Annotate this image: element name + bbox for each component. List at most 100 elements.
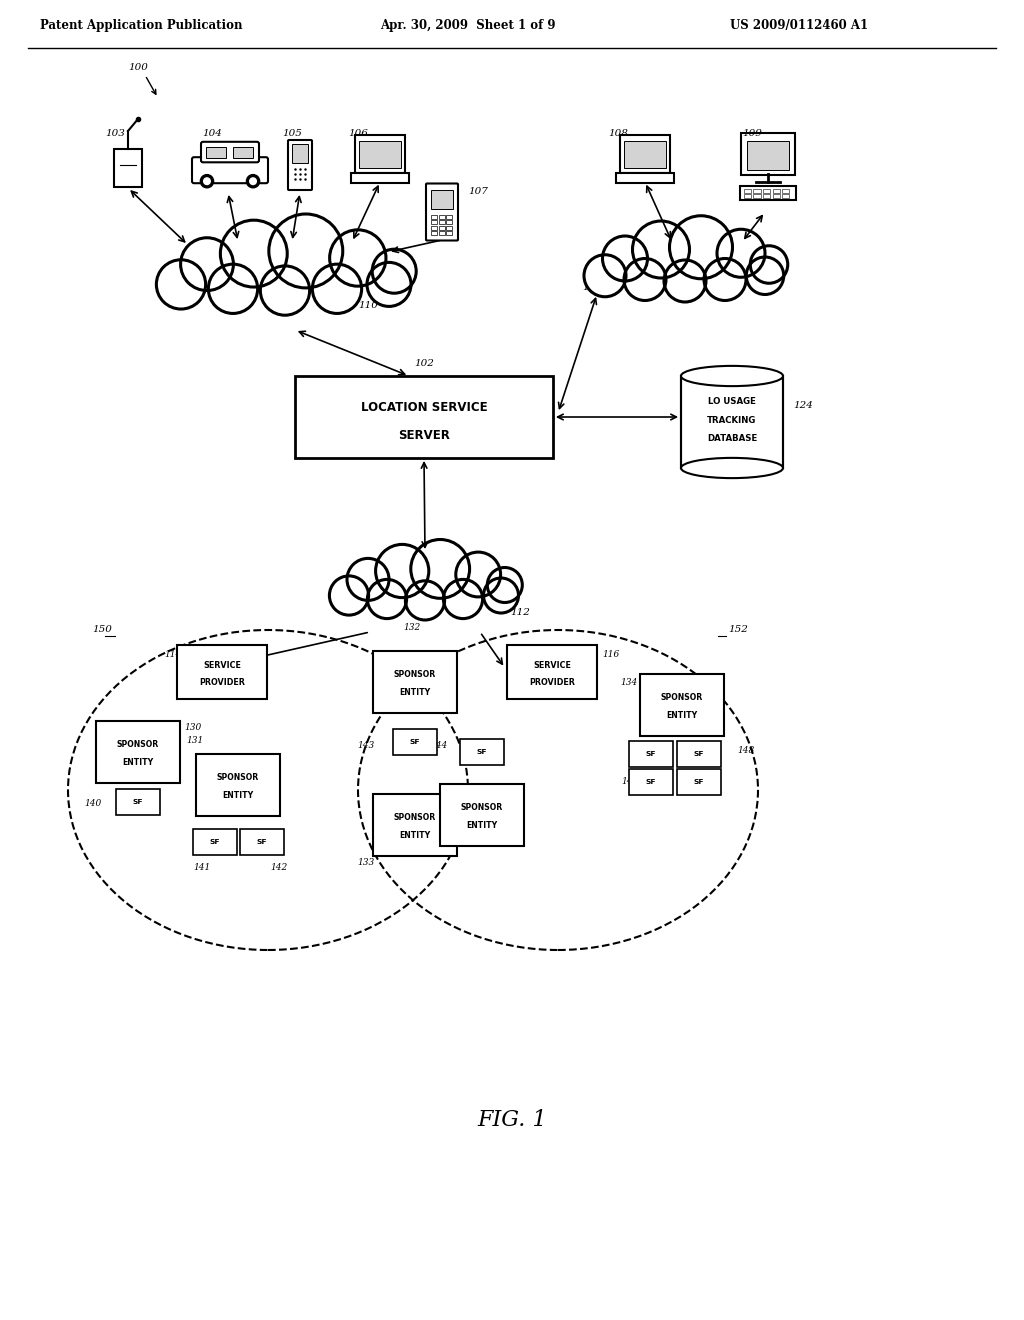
FancyBboxPatch shape: [431, 226, 437, 230]
FancyBboxPatch shape: [763, 189, 770, 193]
Text: SF: SF: [693, 779, 705, 785]
FancyBboxPatch shape: [507, 645, 597, 700]
FancyBboxPatch shape: [754, 189, 761, 193]
FancyBboxPatch shape: [292, 144, 308, 162]
Circle shape: [406, 581, 444, 620]
Text: SERVICE: SERVICE: [534, 661, 571, 671]
Text: 131: 131: [186, 737, 203, 744]
Text: SPONSOR: SPONSOR: [660, 693, 703, 702]
Text: 114: 114: [164, 649, 181, 659]
Circle shape: [330, 576, 369, 615]
FancyBboxPatch shape: [629, 741, 673, 767]
Text: Patent Application Publication: Patent Application Publication: [40, 18, 243, 32]
FancyBboxPatch shape: [351, 173, 409, 183]
Ellipse shape: [681, 458, 783, 478]
FancyBboxPatch shape: [426, 183, 458, 240]
Circle shape: [483, 578, 518, 612]
Text: US 2009/0112460 A1: US 2009/0112460 A1: [730, 18, 868, 32]
Text: 146: 146: [621, 777, 638, 785]
FancyBboxPatch shape: [373, 651, 457, 713]
Text: TRACKING: TRACKING: [708, 416, 757, 425]
Text: 108: 108: [608, 129, 628, 139]
Text: PROVIDER: PROVIDER: [529, 678, 574, 686]
Text: ENTITY: ENTITY: [399, 832, 431, 841]
Text: SF: SF: [133, 799, 143, 805]
Text: SPONSOR: SPONSOR: [461, 804, 503, 812]
Text: SERVICE: SERVICE: [203, 661, 241, 671]
FancyBboxPatch shape: [744, 189, 751, 193]
FancyBboxPatch shape: [681, 376, 783, 469]
FancyBboxPatch shape: [201, 141, 259, 162]
Circle shape: [208, 264, 258, 313]
FancyBboxPatch shape: [240, 829, 284, 855]
Circle shape: [201, 174, 214, 187]
Text: 110: 110: [358, 301, 378, 310]
Circle shape: [367, 263, 411, 306]
Circle shape: [376, 544, 429, 598]
FancyBboxPatch shape: [431, 220, 437, 224]
FancyBboxPatch shape: [741, 133, 795, 176]
FancyBboxPatch shape: [616, 173, 674, 183]
Text: 104: 104: [202, 129, 222, 139]
FancyBboxPatch shape: [431, 190, 454, 210]
FancyBboxPatch shape: [96, 721, 180, 783]
Text: 116: 116: [602, 649, 620, 659]
Text: ENTITY: ENTITY: [222, 791, 254, 800]
Text: SF: SF: [646, 779, 656, 785]
Text: 144: 144: [430, 741, 447, 750]
Circle shape: [330, 230, 386, 286]
Circle shape: [746, 257, 783, 294]
FancyBboxPatch shape: [624, 141, 666, 169]
Text: 142: 142: [270, 863, 288, 873]
Text: 107: 107: [468, 187, 487, 197]
Text: SPONSOR: SPONSOR: [217, 774, 259, 783]
FancyBboxPatch shape: [446, 231, 453, 235]
Circle shape: [220, 220, 288, 286]
Text: SF: SF: [210, 840, 220, 845]
Circle shape: [456, 552, 501, 597]
Circle shape: [670, 215, 732, 279]
Circle shape: [751, 246, 787, 284]
Circle shape: [717, 230, 765, 277]
FancyBboxPatch shape: [640, 675, 724, 737]
FancyBboxPatch shape: [393, 729, 437, 755]
Text: 145: 145: [670, 721, 687, 730]
FancyBboxPatch shape: [744, 194, 751, 198]
Circle shape: [180, 238, 233, 290]
FancyBboxPatch shape: [193, 829, 237, 855]
Text: 105: 105: [282, 129, 302, 139]
FancyBboxPatch shape: [114, 149, 142, 187]
Text: 148: 148: [737, 746, 755, 755]
FancyBboxPatch shape: [206, 147, 226, 158]
Text: 130: 130: [184, 723, 202, 733]
FancyBboxPatch shape: [677, 770, 721, 795]
Text: 124: 124: [793, 401, 813, 411]
Circle shape: [269, 214, 343, 288]
Ellipse shape: [681, 366, 783, 387]
Circle shape: [664, 260, 706, 302]
FancyBboxPatch shape: [748, 141, 788, 170]
Text: 143: 143: [357, 741, 374, 750]
FancyBboxPatch shape: [355, 135, 406, 173]
Text: ENTITY: ENTITY: [399, 688, 431, 697]
FancyBboxPatch shape: [295, 376, 553, 458]
Text: 134: 134: [620, 678, 637, 686]
Text: SF: SF: [693, 751, 705, 756]
FancyBboxPatch shape: [460, 739, 504, 766]
Text: SPONSOR: SPONSOR: [394, 813, 436, 822]
FancyBboxPatch shape: [438, 226, 444, 230]
Circle shape: [157, 260, 206, 309]
Text: LOCATION SERVICE: LOCATION SERVICE: [360, 401, 487, 413]
Circle shape: [312, 264, 361, 313]
FancyBboxPatch shape: [446, 226, 453, 230]
FancyBboxPatch shape: [677, 741, 721, 767]
FancyBboxPatch shape: [196, 754, 280, 816]
Circle shape: [584, 255, 626, 297]
Text: SPONSOR: SPONSOR: [117, 741, 159, 750]
FancyBboxPatch shape: [438, 231, 444, 235]
FancyBboxPatch shape: [431, 231, 437, 235]
Circle shape: [347, 558, 389, 601]
Text: PROVIDER: PROVIDER: [199, 678, 245, 686]
Circle shape: [372, 249, 416, 293]
Text: 152: 152: [728, 624, 748, 634]
